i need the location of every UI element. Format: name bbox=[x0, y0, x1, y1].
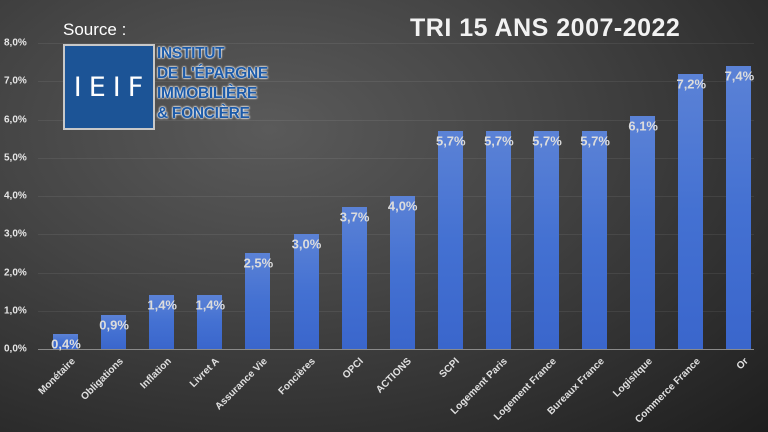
gridline bbox=[38, 81, 754, 83]
source-label: Source : bbox=[63, 20, 127, 39]
x-tick-label: OPCI bbox=[340, 356, 366, 382]
data-label: 3,0% bbox=[291, 236, 322, 252]
x-tick-label: Foncières bbox=[276, 356, 318, 398]
ieif-logo: IEIF bbox=[63, 44, 155, 130]
bar bbox=[437, 130, 463, 349]
bar bbox=[53, 333, 78, 349]
x-tick-label: Or bbox=[734, 356, 751, 373]
y-tick-label: 1,0% bbox=[4, 305, 27, 317]
bar bbox=[726, 65, 752, 349]
logo-acronym: IEIF bbox=[73, 71, 151, 103]
bar bbox=[293, 234, 319, 349]
bar bbox=[149, 295, 175, 349]
chart-title: TRI 15 ANS 2007-2022 bbox=[410, 14, 681, 42]
x-axis-line bbox=[38, 349, 754, 350]
bar bbox=[678, 73, 704, 349]
y-tick-label: 8,0% bbox=[4, 37, 27, 49]
data-label: 5,7% bbox=[435, 133, 466, 149]
y-tick-label: 7,0% bbox=[4, 75, 27, 87]
y-tick-label: 3,0% bbox=[4, 228, 27, 240]
data-label: 1,4% bbox=[195, 297, 226, 313]
gridline bbox=[38, 119, 754, 121]
data-label: 4,0% bbox=[387, 198, 418, 214]
logo-line: DE L'ÉPARGNE bbox=[157, 65, 268, 82]
logo-text: INSTITUT DE L'ÉPARGNE IMMOBILIÈRE & FONC… bbox=[157, 44, 268, 124]
data-label: 5,7% bbox=[532, 133, 562, 149]
data-label: 5,7% bbox=[484, 133, 514, 149]
bar bbox=[341, 207, 367, 349]
x-tick-label: Monétaire bbox=[36, 356, 78, 398]
bar bbox=[197, 295, 223, 349]
x-tick-label: ACTIONS bbox=[374, 356, 414, 396]
data-label: 1,4% bbox=[147, 297, 177, 313]
data-label: 0,9% bbox=[99, 317, 129, 333]
bar bbox=[245, 253, 271, 349]
y-tick-label: 2,0% bbox=[4, 267, 27, 278]
y-tick-label: 6,0% bbox=[4, 114, 27, 125]
x-tick-label: Logisitque bbox=[610, 356, 655, 400]
bar bbox=[534, 130, 559, 349]
x-tick-label: Obligations bbox=[78, 356, 126, 403]
data-label: 0,4% bbox=[51, 336, 81, 352]
y-tick-label: 0,0% bbox=[4, 343, 27, 355]
x-tick-label: Assurance Vie bbox=[213, 356, 270, 413]
data-label: 6,1% bbox=[628, 118, 658, 134]
data-label: 2,5% bbox=[243, 255, 274, 271]
logo-line: IMMOBILIÈRE bbox=[157, 85, 258, 102]
logo-line: INSTITUT bbox=[157, 45, 225, 62]
gridline bbox=[38, 43, 754, 44]
bar bbox=[101, 314, 127, 349]
bar bbox=[582, 130, 608, 349]
x-tick-label: Inflation bbox=[138, 356, 174, 392]
bar bbox=[485, 130, 511, 349]
y-tick-label: 4,0% bbox=[4, 190, 27, 202]
data-label: 5,7% bbox=[580, 133, 610, 149]
y-tick-label: 5,0% bbox=[4, 152, 27, 164]
gridline bbox=[38, 157, 754, 159]
x-tick-label: SCPI bbox=[437, 356, 463, 381]
x-tick-label: Livret A bbox=[187, 356, 222, 390]
data-label: 7,4% bbox=[724, 68, 755, 84]
data-label: 3,7% bbox=[339, 209, 370, 225]
bar bbox=[389, 196, 415, 349]
bar bbox=[630, 115, 656, 349]
logo-line: & FONCIÈRE bbox=[157, 105, 250, 122]
data-label: 7,2% bbox=[676, 76, 707, 92]
